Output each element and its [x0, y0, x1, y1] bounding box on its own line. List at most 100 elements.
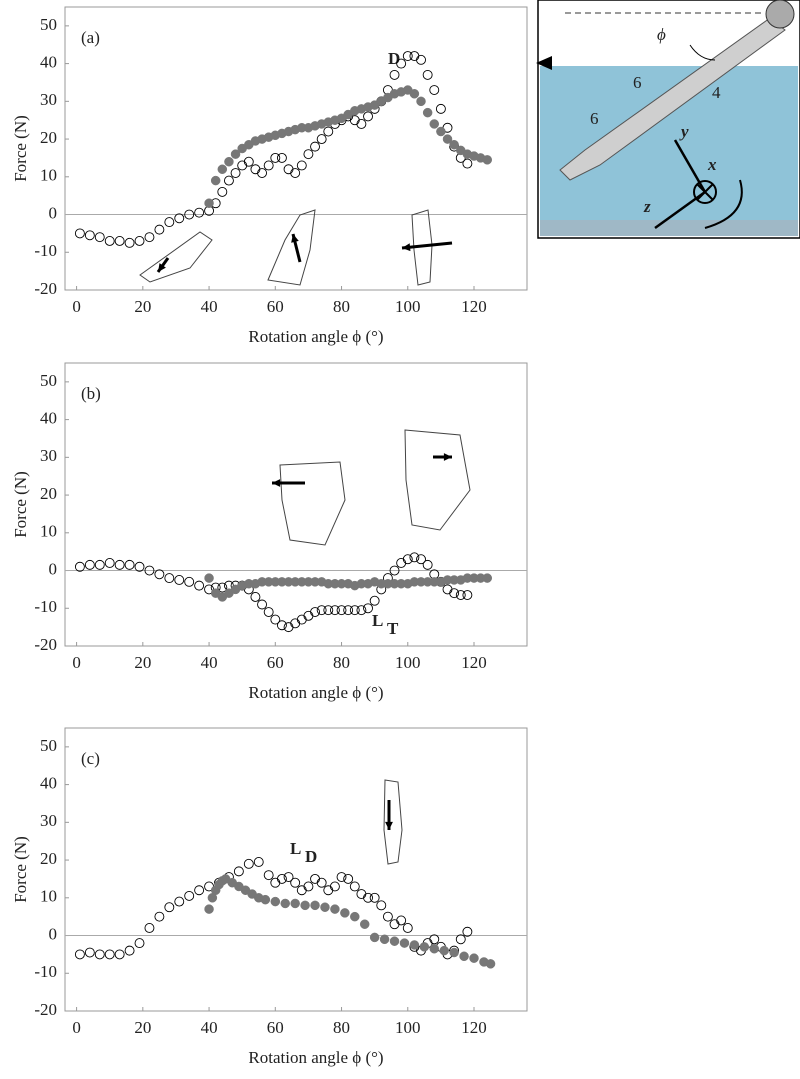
filled-point — [204, 198, 214, 208]
axis-label: z — [643, 197, 651, 216]
x-tick-label: 20 — [134, 297, 151, 316]
open-point — [455, 934, 466, 945]
open-point — [124, 559, 135, 570]
open-point — [217, 582, 228, 593]
open-point — [134, 561, 145, 572]
open-point — [154, 224, 165, 235]
open-point — [316, 605, 327, 616]
x-tick-label: 0 — [72, 653, 81, 672]
x-tick-label: 0 — [72, 297, 81, 316]
open-point — [253, 857, 264, 867]
filled-point — [482, 573, 493, 583]
open-point — [154, 911, 165, 922]
open-point — [184, 576, 195, 587]
open-point — [363, 892, 373, 903]
filled-point — [379, 934, 390, 945]
filled-point — [429, 119, 440, 129]
open-point — [316, 134, 327, 145]
panel-label: (c) — [81, 749, 100, 768]
open-point — [237, 160, 248, 171]
filled-point — [429, 943, 440, 954]
open-point — [134, 938, 145, 949]
open-point — [134, 235, 145, 246]
filled-point — [442, 134, 453, 144]
x-tick-label: 60 — [267, 653, 284, 672]
open-point — [263, 607, 274, 617]
open-point — [276, 873, 287, 884]
x-tick-label: 60 — [267, 297, 284, 316]
y-tick-label: 30 — [40, 811, 57, 830]
inset-photo: ϕ 6 6 4 y x z — [536, 0, 800, 239]
x-tick-label: 120 — [461, 653, 487, 672]
filled-point — [340, 908, 350, 918]
open-point — [389, 69, 400, 80]
y-tick-label: 40 — [40, 774, 57, 793]
y-tick-label: 0 — [49, 203, 58, 222]
y-axis-arrow — [673, 139, 707, 193]
y-axis-title: Force (N) — [11, 115, 30, 182]
annotation-subscript: D — [305, 847, 317, 866]
x-tick-label: 100 — [395, 653, 421, 672]
open-point — [270, 152, 281, 163]
y-axis-title: Force (N) — [11, 836, 30, 903]
filled-point — [204, 573, 214, 583]
open-point — [462, 590, 473, 601]
angle-arc — [689, 44, 716, 61]
open-point — [323, 605, 334, 616]
open-point — [336, 605, 347, 616]
open-point — [184, 209, 195, 220]
open-point — [270, 614, 281, 625]
x-tick-label: 40 — [201, 653, 218, 672]
y-tick-label: 40 — [40, 53, 57, 72]
hand-arrowhead — [402, 243, 411, 252]
open-point — [217, 186, 228, 197]
open-point — [310, 873, 320, 884]
open-point — [144, 232, 155, 243]
open-point — [389, 919, 400, 930]
filled-point — [320, 902, 330, 912]
hand-outline — [279, 461, 346, 546]
open-point — [154, 569, 165, 580]
open-point — [416, 554, 426, 565]
open-point — [164, 902, 175, 913]
axis-label: y — [679, 122, 689, 141]
filled-point — [224, 156, 234, 167]
y-tick-label: 10 — [40, 887, 57, 906]
open-point — [402, 923, 413, 933]
y-tick-label: 20 — [40, 484, 57, 503]
open-point — [184, 890, 195, 901]
open-point — [84, 559, 95, 570]
open-point — [429, 85, 440, 95]
open-point — [114, 559, 125, 570]
open-point — [402, 554, 413, 565]
open-point — [104, 235, 115, 246]
filled-point — [399, 938, 410, 948]
open-point — [363, 603, 373, 614]
open-point — [416, 54, 426, 65]
joint — [765, 0, 795, 29]
y-tick-label: -10 — [34, 597, 57, 616]
open-point — [124, 237, 135, 248]
z-axis-arrow — [654, 190, 706, 230]
open-point — [250, 591, 261, 602]
plot-frame — [64, 727, 528, 1012]
y-tick-label: 40 — [40, 409, 57, 428]
open-point — [296, 160, 307, 171]
axis-label: x — [707, 155, 717, 174]
hand-outline — [267, 209, 316, 286]
filled-point — [469, 953, 479, 963]
filled-point — [459, 951, 469, 962]
open-point — [250, 164, 261, 175]
filled-point — [369, 932, 380, 943]
open-point — [382, 911, 393, 922]
y-tick-label: -20 — [34, 279, 57, 298]
open-point — [276, 152, 287, 163]
open-point — [369, 892, 380, 903]
y-tick-label: -10 — [34, 241, 57, 260]
filled-point — [439, 945, 449, 956]
filled-point — [419, 942, 430, 952]
open-point — [124, 945, 135, 956]
filled-point — [280, 898, 290, 909]
open-point — [409, 552, 420, 563]
